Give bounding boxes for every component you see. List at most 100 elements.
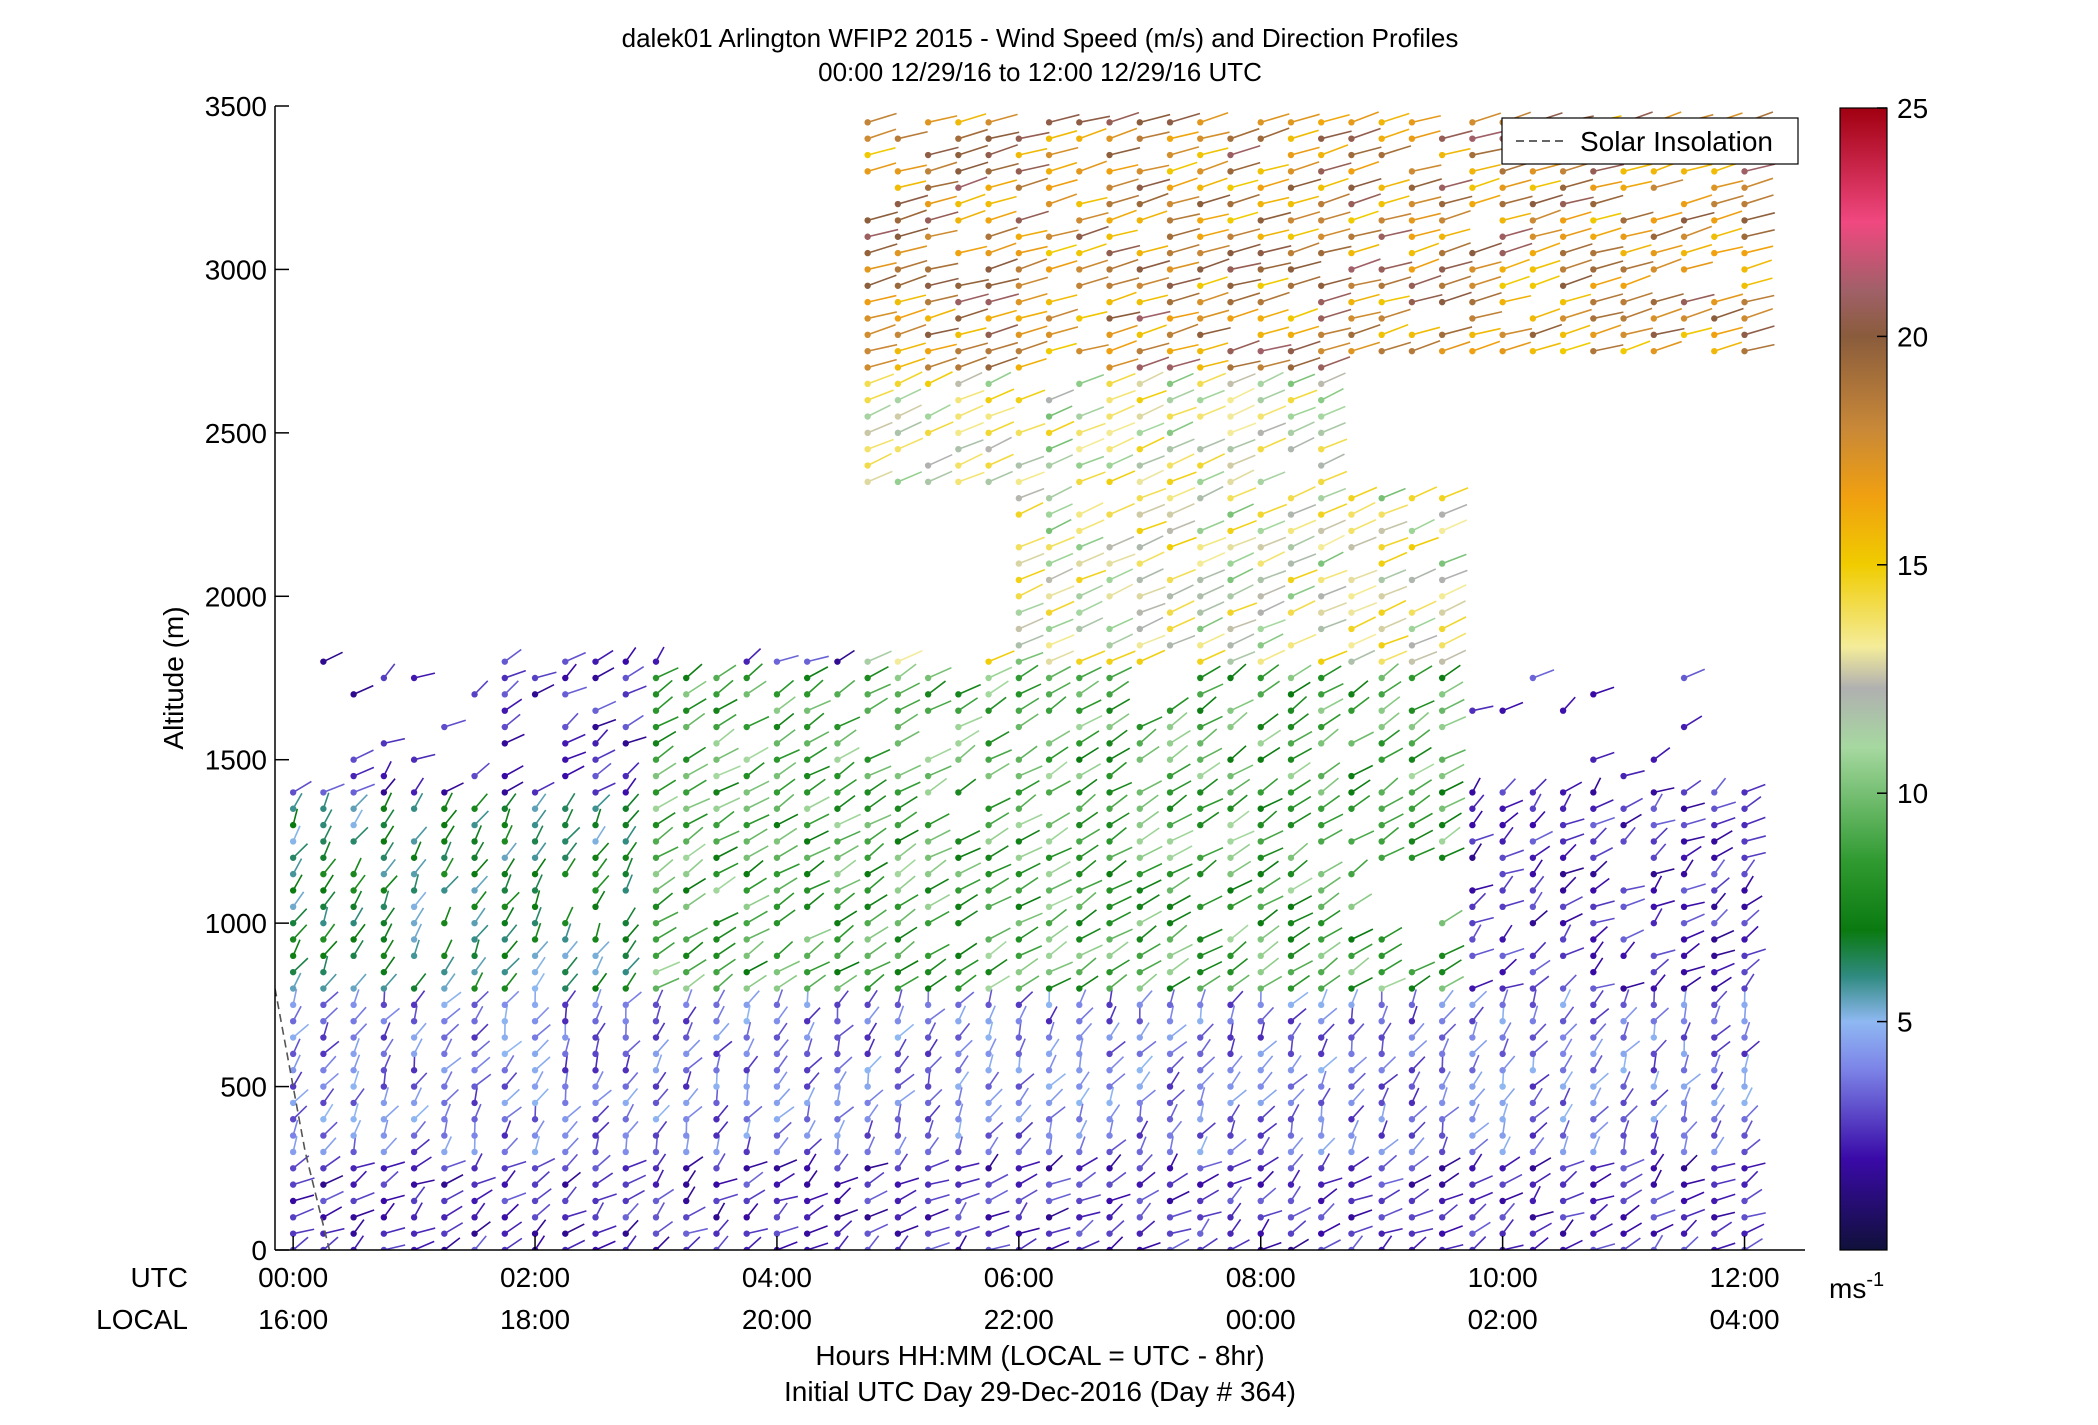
wind-barb (958, 716, 983, 728)
wind-barb-dot (1227, 168, 1234, 175)
wind-barb (988, 278, 1020, 287)
wind-barb-dot (1106, 1148, 1113, 1156)
wind-barb-dot (1318, 478, 1325, 486)
wind-barb (1441, 228, 1471, 238)
wind-barb-dot (864, 429, 871, 437)
wind-barb-dot (1015, 1083, 1023, 1090)
wind-barb (988, 731, 1010, 745)
wind-barb (1441, 616, 1467, 630)
wind-barb-dot (924, 952, 932, 960)
wind-barb-dot (592, 1067, 599, 1074)
wind-barb (1744, 177, 1774, 189)
wind-barb (867, 827, 887, 843)
wind-barb (1199, 778, 1219, 794)
wind-barb (1200, 147, 1229, 156)
wind-barb (837, 844, 859, 859)
wind-barb-dot (562, 658, 569, 665)
wind-barb-dot (380, 772, 388, 780)
wind-barb-dot (1711, 887, 1718, 894)
wind-barb-dot (652, 1034, 660, 1041)
wind-barb (1048, 1193, 1071, 1202)
wind-barb (1079, 276, 1109, 287)
wind-barb-dot (683, 691, 690, 698)
wind-barb-dot (1469, 1230, 1476, 1237)
wind-barb (1018, 177, 1049, 189)
wind-barb-dot (924, 1001, 932, 1009)
wind-barb (867, 683, 891, 696)
wind-barb (1200, 213, 1229, 222)
wind-barb-dot (1590, 1165, 1597, 1172)
wind-barb-dot (985, 707, 992, 714)
wind-barb-dot (1287, 936, 1295, 943)
wind-barb-dot (1469, 135, 1476, 142)
wind-barb (1411, 634, 1438, 647)
wind-barb-dot (1438, 200, 1446, 208)
wind-barb (867, 274, 897, 287)
wind-barb-dot (410, 1083, 418, 1090)
wind-barb-dot (501, 658, 509, 665)
wind-barb-dot (743, 838, 750, 845)
wind-barb-dot (531, 1083, 539, 1090)
wind-barb-dot (1045, 919, 1053, 927)
wind-barb-dot (1408, 1067, 1416, 1074)
wind-barb-dot (1741, 315, 1748, 322)
wind-barb-dot (1287, 821, 1295, 829)
wind-barb-dot (320, 1018, 327, 1025)
wind-barb (988, 1225, 1010, 1235)
wind-barb-dot (1106, 936, 1113, 943)
wind-barb-dot (924, 1018, 932, 1025)
wind-barb-dot (1499, 821, 1506, 829)
wind-barb-dot (1318, 1099, 1325, 1107)
wind-barb-dot (1197, 249, 1204, 257)
wind-barb-dot (592, 805, 599, 812)
wind-barb (1230, 211, 1259, 222)
wind-barb (1683, 194, 1713, 205)
wind-barb-dot (803, 903, 811, 910)
wind-barb (1593, 276, 1622, 287)
wind-barb-dot (773, 1116, 781, 1123)
wind-barb-dot (1378, 495, 1385, 502)
wind-barb (1290, 895, 1313, 908)
wind-barb-dot (1166, 462, 1174, 469)
wind-barb-dot (1076, 217, 1083, 224)
wind-barb-dot (562, 723, 569, 731)
wind-barb-dot (1197, 1165, 1204, 1172)
wind-barb (1018, 1227, 1040, 1235)
wind-barb (837, 878, 861, 892)
wind-barb-dot (1076, 347, 1083, 355)
wind-barb (927, 327, 959, 336)
wind-barb (1683, 293, 1715, 303)
wind-barb-dot (1076, 968, 1083, 976)
wind-barb (1229, 663, 1247, 679)
wind-barb (1441, 944, 1465, 957)
wind-barb-dot (1348, 1230, 1355, 1237)
wind-barb (776, 960, 800, 973)
wind-barb-dot (1136, 266, 1143, 273)
wind-barb (1048, 244, 1077, 254)
wind-barb (1169, 1238, 1190, 1250)
wind-barb (988, 324, 1019, 336)
wind-barb-dot (380, 1001, 388, 1009)
wind-barb-dot (1015, 691, 1023, 698)
wind-barb-dot (743, 1001, 750, 1009)
wind-barb-dot (1499, 1099, 1506, 1107)
wind-barb-dot (1015, 674, 1023, 682)
wind-barb-dot (1499, 968, 1506, 976)
wind-barb-dot (1227, 151, 1234, 159)
wind-barb (1321, 130, 1352, 140)
wind-barb-dot (773, 1099, 781, 1107)
wind-barb (867, 1055, 882, 1071)
wind-barb (1139, 404, 1164, 418)
wind-barb-dot (1136, 723, 1143, 731)
wind-barb-dot (1620, 1001, 1627, 1009)
wind-barb-dot (985, 1001, 992, 1009)
wind-barb (1441, 959, 1462, 973)
wind-barb (1320, 308, 1352, 320)
wind-barb (1502, 799, 1524, 810)
wind-barb-dot (1469, 1214, 1476, 1221)
wind-barb-dot (289, 1018, 297, 1025)
wind-barb-dot (803, 1050, 811, 1058)
wind-barb (1472, 1175, 1493, 1186)
wind-barb-dot (1015, 854, 1023, 861)
wind-barb-dot (713, 789, 720, 796)
